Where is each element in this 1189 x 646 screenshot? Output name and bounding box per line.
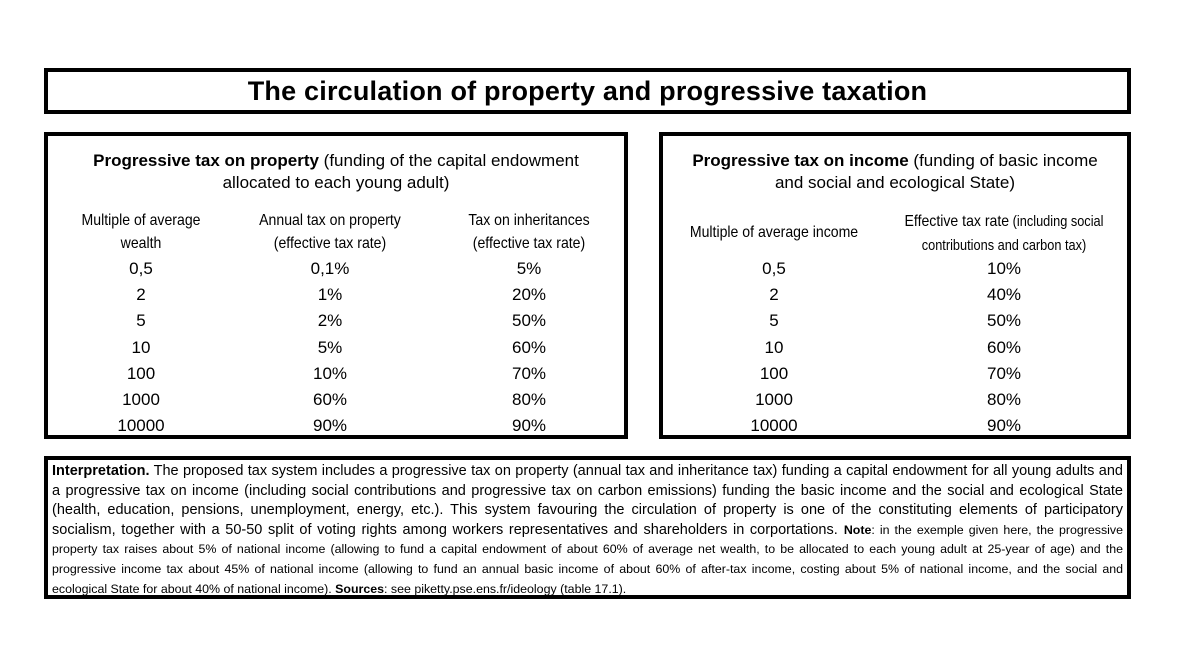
- effective-rate-header: Effective tax rate (including social con…: [903, 210, 1105, 258]
- wealth-multiple-cell: 0,5: [129, 259, 153, 278]
- note-text: : in the exemple given here, the progres…: [52, 522, 1123, 596]
- inheritance-tax-cell: 90%: [511, 416, 547, 436]
- income-multiple-cell: 100: [759, 363, 789, 383]
- income-table-row: 10 60%: [663, 335, 1127, 361]
- wealth-multiple-cell: 10000: [117, 416, 165, 436]
- property-table-body: 0,5 0,1% 5% 2 1% 20% 5 2% 50% 10 5% 60% 100 10% 70% 100…: [48, 256, 624, 439]
- effective-rate-cell: 10%: [986, 259, 1022, 278]
- income-multiple-cell: 10: [764, 337, 784, 357]
- wealth-multiple-cell: 2: [136, 285, 146, 305]
- annual-tax-cell: 10%: [312, 363, 348, 383]
- property-panel-title: Progressive tax on property (funding of …: [48, 150, 624, 194]
- income-table-body: 0,5 10% 2 40% 5 50% 10 60% 100 70% 1000 80% 10000 90%: [663, 256, 1127, 439]
- effective-rate-cell: 50%: [986, 311, 1022, 331]
- notes-paragraph: Interpretation. The proposed tax system …: [52, 462, 1123, 599]
- annual-tax-cell: 1%: [317, 285, 343, 305]
- page-title: The circulation of property and progress…: [247, 75, 928, 106]
- interpretation-label: Interpretation.: [52, 463, 150, 479]
- annual-tax-cell: 2%: [317, 311, 343, 331]
- property-table-row: 2 1% 20%: [48, 282, 624, 308]
- income-panel-title-rest: (funding of basic income and social and …: [774, 151, 1098, 192]
- effective-rate-header-sub: (including social contributions and carb…: [921, 214, 1104, 254]
- annual-tax-header: Annual tax on property (effective tax ra…: [259, 212, 401, 252]
- inheritance-tax-cell: 20%: [511, 285, 547, 305]
- income-table-row: 100 70%: [663, 361, 1127, 387]
- wealth-multiple-cell: 10: [131, 337, 151, 357]
- wealth-multiple-cell: 5: [136, 311, 146, 331]
- income-multiple-header: Multiple of average income: [689, 224, 859, 241]
- income-multiple-cell: 1000: [755, 389, 793, 409]
- wealth-multiple-cell: 1000: [122, 389, 160, 409]
- property-table-row: 10000 90% 90%: [48, 413, 624, 439]
- income-table-row: 10000 90%: [663, 413, 1127, 439]
- inheritance-tax-cell: 50%: [511, 311, 547, 331]
- property-table-row: 10 5% 60%: [48, 335, 624, 361]
- income-tax-panel: Progressive tax on income (funding of ba…: [659, 132, 1131, 439]
- inheritance-tax-cell: 60%: [511, 337, 547, 357]
- inheritance-tax-header: Tax on inheritances (effective tax rate): [468, 212, 590, 252]
- income-multiple-cell: 0,5: [762, 259, 786, 278]
- income-table-row: 5 50%: [663, 308, 1127, 334]
- property-table-row: 5 2% 50%: [48, 308, 624, 334]
- income-multiple-cell: 5: [769, 311, 779, 331]
- income-panel-title-bold: Progressive tax on income: [692, 151, 909, 170]
- effective-rate-cell: 90%: [986, 416, 1022, 436]
- sources-label: Sources: [335, 581, 385, 596]
- income-table-row: 0,5 10%: [663, 256, 1127, 282]
- annual-tax-cell: 60%: [312, 389, 348, 409]
- annual-tax-cell: 90%: [312, 416, 348, 436]
- sources-text: : see piketty.pse.ens.fr/ideology (table…: [384, 581, 627, 596]
- effective-rate-cell: 40%: [986, 285, 1022, 305]
- property-panel-title-bold: Progressive tax on property: [93, 151, 319, 170]
- income-table-row: 2 40%: [663, 282, 1127, 308]
- income-panel-title: Progressive tax on income (funding of ba…: [663, 150, 1127, 194]
- income-table-row: 1000 80%: [663, 387, 1127, 413]
- effective-rate-cell: 80%: [986, 389, 1022, 409]
- title-box: The circulation of property and progress…: [44, 68, 1131, 114]
- annual-tax-cell: 0,1%: [310, 259, 350, 278]
- inheritance-tax-cell: 70%: [511, 363, 547, 383]
- interpretation-text: The proposed tax system includes a progr…: [52, 463, 1123, 538]
- inheritance-tax-cell: 80%: [511, 389, 547, 409]
- property-table-row: 1000 60% 80%: [48, 387, 624, 413]
- effective-rate-cell: 70%: [986, 363, 1022, 383]
- annual-tax-cell: 5%: [317, 337, 343, 357]
- wealth-multiple-header: Multiple of average wealth: [81, 212, 201, 252]
- property-panel-title-rest: (funding of the capital endowment alloca…: [222, 151, 579, 192]
- note-label: Note: [843, 522, 872, 537]
- property-tax-panel: Progressive tax on property (funding of …: [44, 132, 628, 439]
- effective-rate-header-main: Effective tax rate: [904, 213, 1010, 230]
- income-multiple-cell: 10000: [750, 416, 798, 436]
- property-table-row: 0,5 0,1% 5%: [48, 256, 624, 282]
- notes-box: Interpretation. The proposed tax system …: [44, 456, 1131, 599]
- effective-rate-cell: 60%: [986, 337, 1022, 357]
- inheritance-tax-cell: 5%: [516, 259, 542, 278]
- property-table-row: 100 10% 70%: [48, 361, 624, 387]
- wealth-multiple-cell: 100: [126, 363, 156, 383]
- income-multiple-cell: 2: [769, 285, 779, 305]
